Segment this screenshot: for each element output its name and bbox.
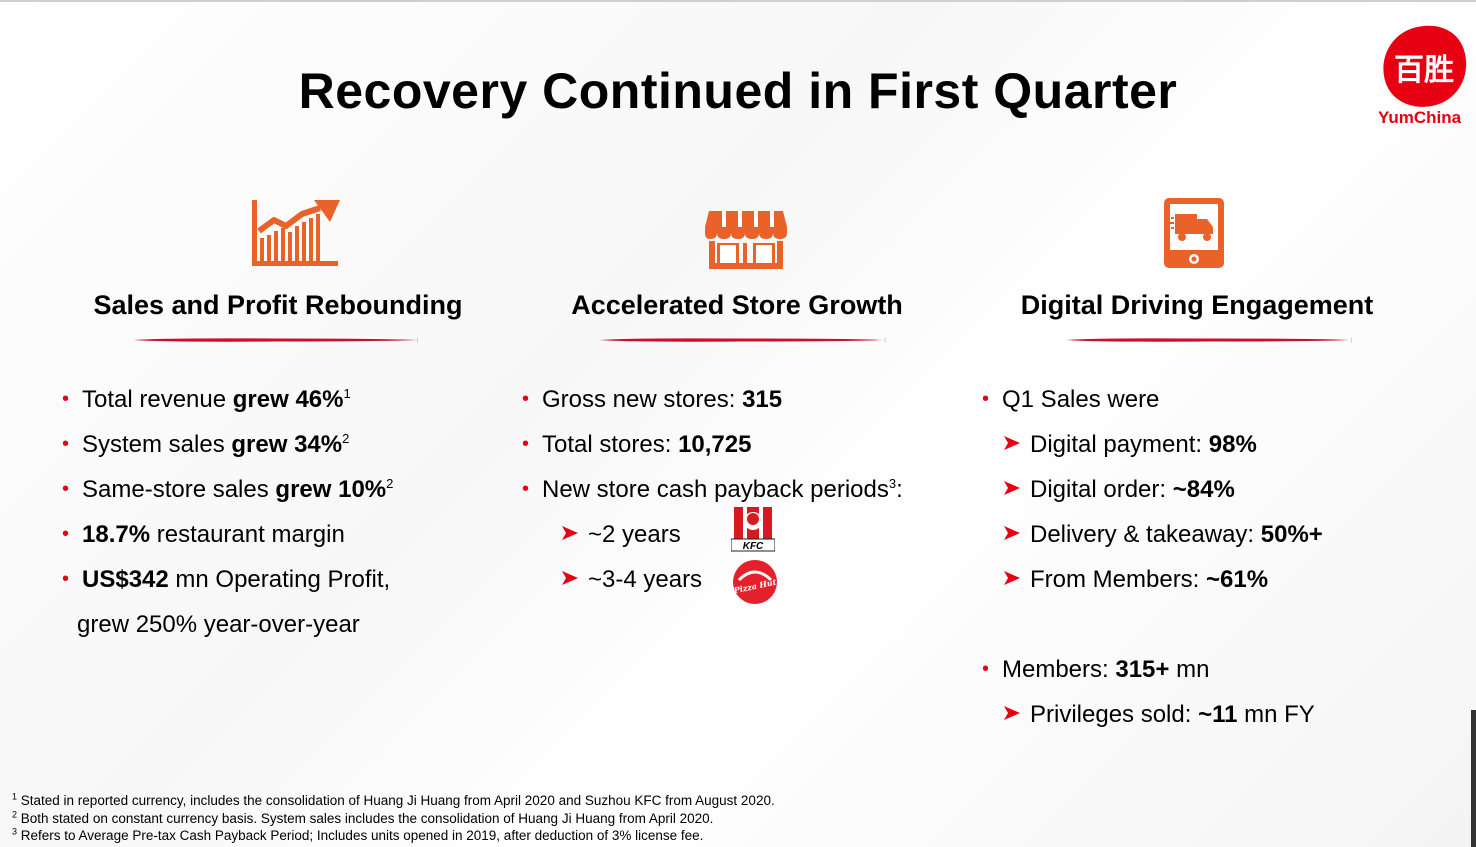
- list-item: • Total revenue grew 46%1: [62, 386, 351, 413]
- sales-profit-list: • Total revenue grew 46%1 • System sales g…: [62, 377, 394, 647]
- sub-list-item: ~3-4 years: [562, 557, 903, 602]
- list-item: • New store cash payback periods3:: [522, 476, 903, 503]
- heading-underline: [133, 337, 418, 343]
- kfc-logo-icon: KFC: [731, 507, 775, 552]
- heading-underline: [1065, 337, 1352, 343]
- sub-list-item: Digital order: ~84%: [1004, 467, 1323, 512]
- sub-list-item: ~2 years: [562, 512, 903, 557]
- slide-title: Recovery Continued in First Quarter: [298, 63, 1178, 119]
- footnotes: 1 Stated in reported currency, includes …: [12, 792, 775, 845]
- pizza-hut-logo-icon: Pizza Hut: [732, 560, 777, 604]
- arrow-bullet-icon: [562, 526, 578, 540]
- footnote: 2 Both stated on constant currency basis…: [12, 809, 714, 826]
- footnote: 3 Refers to Average Pre-tax Cash Payback…: [12, 826, 704, 843]
- arrow-bullet-icon: [562, 571, 578, 585]
- list-item: • System sales grew 34%2: [62, 431, 350, 458]
- spacer: [1002, 602, 1323, 647]
- kfc-logo-text: KFC: [743, 541, 764, 552]
- list-item: • US$342 mn Operating Profit,: [62, 566, 391, 593]
- store-growth-list: • Gross new stores: 315 • Total stores: 10…: [522, 377, 903, 602]
- list-item: • Q1 Sales were: [982, 386, 1160, 413]
- arrow-bullet-icon: [1004, 481, 1020, 495]
- list-item-continuation: grew 250% year-over-year: [77, 611, 360, 638]
- logo-wordmark: YumChina: [1378, 108, 1462, 127]
- sub-list-item: Delivery & takeaway: 50%+: [1004, 512, 1323, 557]
- growth-chart-icon: [252, 200, 340, 266]
- yumchina-logo-icon: 百胜: [1383, 25, 1467, 107]
- list-item: • Members: 315+ mn: [982, 656, 1210, 683]
- arrow-bullet-icon: [1004, 571, 1020, 585]
- sub-list-item: Privileges sold: ~11 mn FY: [1004, 692, 1323, 737]
- arrow-bullet-icon: [1004, 526, 1020, 540]
- scrollbar-edge[interactable]: [1471, 710, 1476, 847]
- footnote: 1 Stated in reported currency, includes …: [12, 791, 775, 808]
- storefront-icon: [705, 211, 787, 269]
- sub-list-item: Digital payment: 98%: [1004, 422, 1323, 467]
- sub-list-item: From Members: ~61%: [1004, 557, 1323, 602]
- list-item: • Same-store sales grew 10%2: [62, 476, 394, 503]
- arrow-bullet-icon: [1004, 436, 1020, 450]
- heading-store-growth: Accelerated Store Growth: [571, 290, 903, 320]
- heading-digital-engagement: Digital Driving Engagement: [1020, 290, 1374, 320]
- list-item: • Total stores: 10,725: [522, 431, 752, 458]
- mobile-delivery-icon: [1164, 198, 1224, 268]
- list-item: • 18.7% restaurant margin: [62, 521, 345, 548]
- digital-list: • Q1 Sales were Digital payment: 98% Digi…: [982, 377, 1323, 737]
- heading-underline: [599, 337, 886, 343]
- arrow-bullet-icon: [1004, 706, 1020, 720]
- logo-chars: 百胜: [1394, 53, 1454, 88]
- list-item: • Gross new stores: 315: [522, 386, 783, 413]
- heading-sales-profit: Sales and Profit Rebounding: [93, 290, 463, 320]
